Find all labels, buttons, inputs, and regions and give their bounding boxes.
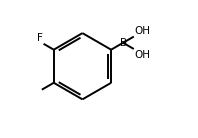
Text: F: F [37, 33, 43, 43]
Text: OH: OH [134, 50, 150, 60]
Text: B: B [120, 38, 127, 48]
Text: OH: OH [134, 26, 150, 36]
